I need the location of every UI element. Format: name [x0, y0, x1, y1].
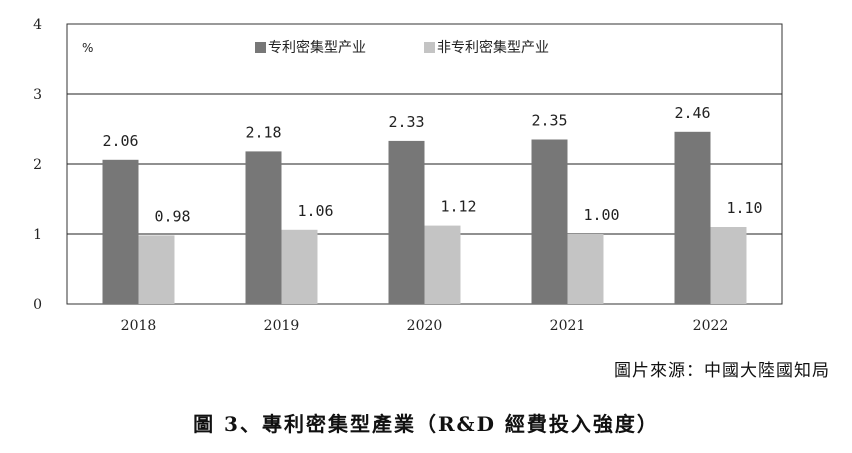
y-tick-label: 3	[33, 87, 42, 103]
x-tick-label: 2020	[407, 318, 443, 334]
data-label: 1.06	[297, 202, 333, 220]
bar-chart: 0 1 2 3 4 2018 2019 2020 2021 2022 2.06 0.98 2.18 1…	[33, 17, 783, 334]
data-label: 1.10	[726, 199, 762, 217]
legend-label-non-patent: 非专利密集型产业	[437, 39, 549, 56]
bar-patent	[531, 139, 568, 304]
legend-label-patent: 专利密集型产业	[268, 39, 366, 56]
y-axis-ticks: 0 1 2 3 4	[33, 17, 42, 313]
data-label: 1.00	[583, 206, 619, 224]
data-label: 2.06	[102, 132, 138, 150]
data-label: 0.98	[154, 207, 190, 225]
y-tick-label: 0	[33, 297, 42, 313]
x-tick-label: 2018	[121, 318, 157, 334]
legend-swatch-patent	[255, 42, 266, 53]
source-note: 圖片來源：中國大陸國知局	[614, 361, 830, 381]
legend-swatch-non-patent	[424, 42, 435, 53]
data-label: 2.46	[674, 104, 710, 122]
bar-patent	[102, 159, 139, 304]
bar-non-patent	[281, 229, 318, 304]
bars	[102, 131, 747, 304]
x-tick-label: 2022	[693, 318, 729, 334]
legend: 专利密集型产业 非专利密集型产业	[255, 39, 549, 56]
y-tick-label: 4	[33, 17, 42, 33]
figure-caption: 圖 3、專利密集型產業（R&D 經費投入強度）	[193, 412, 659, 436]
bar-non-patent	[138, 235, 175, 304]
bar-patent	[245, 151, 282, 304]
x-tick-label: 2021	[550, 318, 586, 334]
y-tick-label: 1	[33, 227, 42, 243]
data-label: 2.33	[388, 113, 424, 131]
unit-label: %	[82, 41, 93, 55]
data-label: 1.12	[440, 198, 476, 216]
y-tick-label: 2	[33, 157, 42, 173]
x-axis-ticks: 2018 2019 2020 2021 2022	[121, 318, 729, 334]
data-label: 2.18	[245, 123, 281, 141]
x-tick-label: 2019	[264, 318, 300, 334]
bar-patent	[388, 140, 425, 304]
data-label: 2.35	[531, 112, 567, 130]
bar-patent	[674, 131, 711, 304]
bar-non-patent	[567, 234, 604, 304]
bar-non-patent	[424, 225, 461, 304]
bar-non-patent	[710, 227, 747, 304]
data-labels: 2.06 0.98 2.18 1.06 2.33 1.12 2.35 1.00 2.46 1.10	[102, 104, 762, 226]
